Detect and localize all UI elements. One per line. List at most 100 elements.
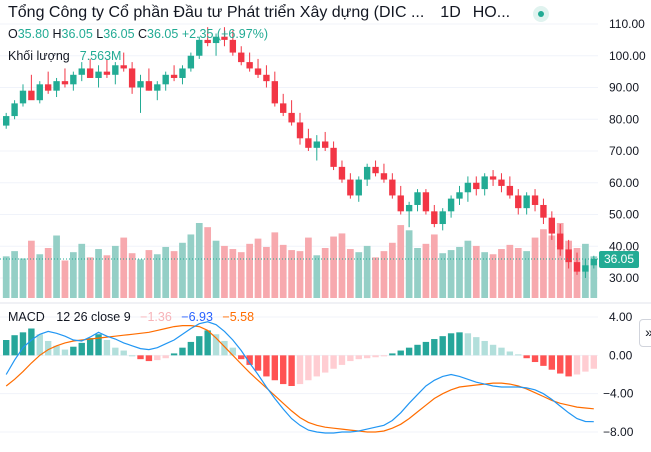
candle-body xyxy=(548,217,556,234)
macd-histogram-bar xyxy=(397,350,404,356)
candle-body xyxy=(128,68,136,88)
price-axis-label: 40.00 xyxy=(609,239,639,253)
macd-histogram-bar xyxy=(389,353,396,356)
volume-bar xyxy=(19,258,27,298)
macd-histogram-bar xyxy=(288,355,295,386)
candle-body xyxy=(53,81,60,91)
macd-histogram-bar xyxy=(456,332,463,356)
macd-histogram-bar xyxy=(321,355,329,373)
candle-body xyxy=(238,52,245,63)
price-axis-label: 90.00 xyxy=(609,81,639,95)
candle-body xyxy=(170,74,178,78)
candle-body xyxy=(355,179,362,196)
candle-body xyxy=(154,84,161,91)
candle-body xyxy=(456,192,463,199)
close-value: 36.05 xyxy=(147,27,179,41)
volume-bar xyxy=(237,252,245,298)
candle-body xyxy=(103,71,111,75)
macd-histogram-bar xyxy=(405,347,413,356)
price-axis-label: 100.00 xyxy=(609,49,646,63)
symbol-title[interactable]: Tổng Công ty Cổ phần Đầu tư Phát triển X… xyxy=(8,4,425,21)
macd-histogram-bar xyxy=(313,355,320,377)
open-value: 35.80 xyxy=(17,27,50,41)
volume-bar xyxy=(355,252,363,298)
high-value: 36.05 xyxy=(61,27,93,41)
candle-body xyxy=(95,71,102,78)
macd-histogram-bar xyxy=(19,332,27,356)
candle-body xyxy=(380,173,388,180)
candle-body xyxy=(481,176,488,190)
macd-histogram-bar xyxy=(103,340,111,356)
macd-histogram-bar xyxy=(414,344,421,356)
macd-histogram-bar xyxy=(212,334,220,356)
candle-body xyxy=(229,39,237,53)
price-axis-label: 110.00 xyxy=(609,17,645,31)
macd-histogram-bar xyxy=(196,336,203,356)
macd-hist-value: −1.36 xyxy=(140,310,172,324)
macd-histogram-bar xyxy=(464,333,472,356)
volume-bar xyxy=(145,250,153,298)
candle-body xyxy=(28,90,35,101)
low-value: 36.05 xyxy=(103,27,135,41)
macd-histogram-bar xyxy=(44,340,52,356)
volume-bar xyxy=(28,240,35,298)
candle-body xyxy=(347,179,354,196)
volume-bar xyxy=(540,229,547,298)
candle-body xyxy=(523,195,530,209)
volume-bar xyxy=(397,225,405,298)
macd-axis-label: 0.00 xyxy=(609,348,633,362)
volume-bar xyxy=(95,249,102,298)
macd-histogram-bar xyxy=(53,345,60,356)
macd-histogram-bar xyxy=(338,355,346,365)
candle-body xyxy=(271,81,279,104)
macd-histogram-bar xyxy=(128,355,136,357)
volume-bar xyxy=(363,245,371,298)
macd-histogram-bar xyxy=(95,334,102,356)
volume-bar xyxy=(128,253,136,298)
timeframe-label[interactable]: 1D xyxy=(440,4,461,21)
candle-body xyxy=(44,84,52,91)
macd-histogram-bar xyxy=(531,355,539,363)
candle-body xyxy=(162,74,169,85)
candle-body xyxy=(506,185,514,196)
exchange-label[interactable]: HO... xyxy=(472,4,511,21)
volume-bar xyxy=(372,257,379,298)
volume-bar xyxy=(464,240,472,298)
volume-bar xyxy=(212,240,220,298)
volume-legend: Khối lượng 7.563M xyxy=(8,49,121,63)
macd-histogram-bar xyxy=(573,355,581,375)
macd-histogram-bar xyxy=(187,341,195,356)
volume-bar xyxy=(405,230,413,298)
volume-bar xyxy=(137,259,144,298)
volume-bar xyxy=(321,248,329,298)
volume-bar xyxy=(498,249,505,298)
candle-body xyxy=(196,39,203,56)
signal-line xyxy=(5,325,594,433)
macd-label[interactable]: MACD xyxy=(8,310,45,324)
volume-bar xyxy=(111,245,119,298)
macd-histogram-bar xyxy=(162,355,169,359)
change-value: +2.35 (+6.97%) xyxy=(181,27,268,41)
collapse-panel-button[interactable]: » xyxy=(639,319,651,347)
volume-bar xyxy=(61,260,69,298)
macd-histogram-bar xyxy=(3,340,10,356)
macd-histogram-bar xyxy=(355,355,362,360)
macd-histogram-bar xyxy=(238,355,245,360)
macd-histogram-bar xyxy=(221,340,228,356)
macd-axis-label: 4.00 xyxy=(609,310,633,324)
volume-bar xyxy=(388,242,396,298)
macd-line-value: −6.93 xyxy=(181,310,213,324)
volume-bar xyxy=(44,248,52,298)
candle-body xyxy=(447,198,455,212)
price-axis-label: 70.00 xyxy=(609,144,639,158)
volume-bar xyxy=(514,248,522,298)
volume-bar xyxy=(279,244,287,298)
volume-bar xyxy=(447,250,455,298)
market-status-icon xyxy=(533,6,549,22)
ohlc-legend: O35.80 H36.05 L36.05 C36.05 +2.35 (+6.97… xyxy=(8,27,268,41)
candle-body xyxy=(145,81,153,91)
candle-body xyxy=(515,195,522,209)
volume-bar xyxy=(489,254,497,298)
candle-body xyxy=(573,262,581,272)
